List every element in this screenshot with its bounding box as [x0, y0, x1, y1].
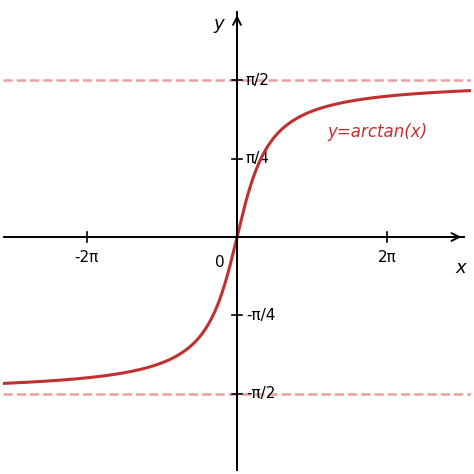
Text: π/2: π/2	[246, 73, 270, 88]
Text: y=arctan(x): y=arctan(x)	[328, 123, 428, 141]
Text: x: x	[456, 259, 466, 277]
Text: -π/2: -π/2	[246, 386, 275, 401]
Text: 0: 0	[215, 255, 225, 270]
Text: -π/4: -π/4	[246, 308, 275, 323]
Text: π/4: π/4	[246, 151, 270, 166]
Text: -2π: -2π	[75, 250, 99, 265]
Text: y: y	[213, 15, 224, 33]
Text: 2π: 2π	[378, 250, 397, 265]
